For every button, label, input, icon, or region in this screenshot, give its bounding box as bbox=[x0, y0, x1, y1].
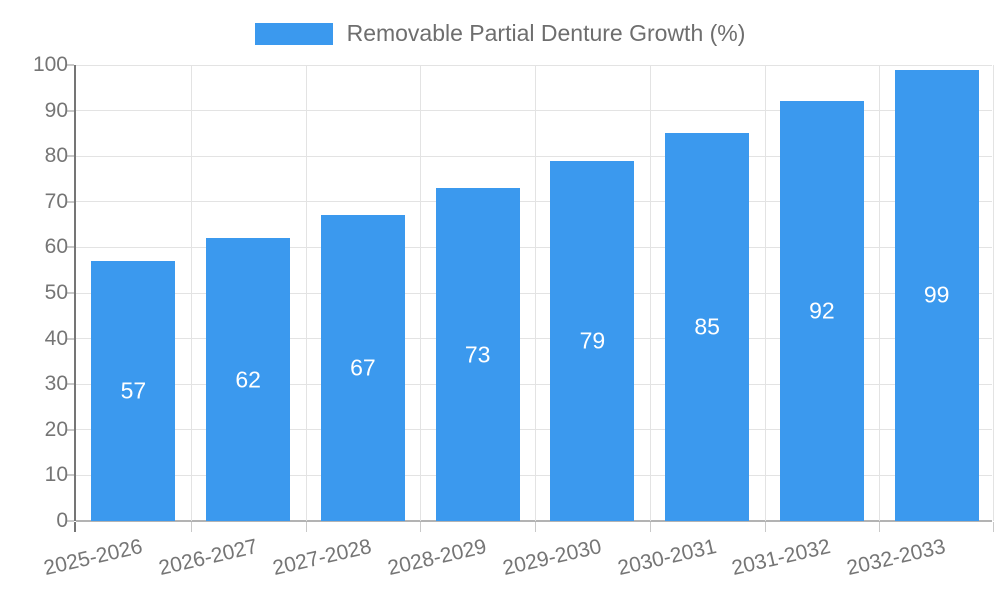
y-axis-tick bbox=[66, 474, 74, 477]
y-tick-label: 70 bbox=[44, 189, 68, 213]
bar: 92 bbox=[779, 101, 864, 521]
legend-swatch bbox=[254, 22, 333, 45]
h-gridline bbox=[76, 110, 992, 112]
bar: 85 bbox=[665, 133, 750, 521]
h-gridline bbox=[76, 246, 992, 248]
bar: 57 bbox=[91, 261, 176, 521]
y-tick-label: 60 bbox=[44, 235, 68, 259]
v-gridline bbox=[420, 65, 422, 521]
x-tick-label: 2026-2027 bbox=[156, 535, 260, 581]
y-axis-extension-tick bbox=[74, 522, 76, 532]
bar: 99 bbox=[894, 69, 979, 521]
h-gridline bbox=[76, 474, 992, 476]
bar: 62 bbox=[206, 238, 291, 521]
h-gridline bbox=[76, 383, 992, 385]
y-axis-tick bbox=[66, 109, 74, 112]
v-gridline bbox=[649, 65, 651, 521]
y-axis-tick bbox=[66, 383, 74, 386]
bar-value-label: 85 bbox=[694, 313, 720, 340]
x-tick-label: 2027-2028 bbox=[271, 535, 375, 581]
x-tick-label: 2031-2032 bbox=[730, 535, 834, 581]
y-tick-label: 30 bbox=[44, 372, 68, 396]
bar-value-label: 57 bbox=[120, 377, 147, 404]
y-tick-label: 90 bbox=[44, 98, 68, 122]
v-gridline bbox=[190, 65, 192, 521]
x-axis-tick bbox=[535, 522, 536, 532]
chart-legend: Removable Partial Denture Growth (%) bbox=[0, 20, 1000, 47]
y-axis-tick bbox=[66, 155, 74, 158]
h-gridline bbox=[76, 429, 992, 431]
x-axis-tick bbox=[420, 522, 422, 532]
plot-area: 57 62 67 73 79 85 92 99 bbox=[66, 64, 994, 532]
x-axis-tick bbox=[305, 522, 307, 532]
h-gridline bbox=[76, 155, 992, 157]
y-tick-label: 100 bbox=[32, 53, 68, 76]
x-axis-tick bbox=[993, 522, 994, 532]
h-gridline bbox=[76, 64, 992, 66]
x-tick-label: 2025-2026 bbox=[41, 535, 145, 581]
y-tick-label: 0 bbox=[56, 509, 68, 532]
x-tick-label: 2028-2029 bbox=[385, 535, 489, 581]
y-axis-tick bbox=[66, 200, 74, 203]
y-tick-label: 50 bbox=[44, 281, 68, 304]
bar-value-label: 73 bbox=[464, 341, 491, 368]
x-axis-tick bbox=[649, 522, 651, 532]
v-gridline bbox=[993, 65, 994, 521]
y-tick-label: 80 bbox=[44, 144, 68, 168]
y-axis-tick bbox=[66, 292, 74, 294]
x-axis-baseline bbox=[76, 520, 992, 522]
bar: 73 bbox=[435, 188, 520, 521]
h-gridline bbox=[76, 338, 992, 340]
v-gridline bbox=[305, 65, 307, 521]
v-gridline bbox=[764, 65, 766, 521]
bar-value-label: 99 bbox=[923, 281, 950, 308]
x-axis-tick bbox=[190, 522, 192, 532]
x-axis-tick bbox=[764, 522, 766, 532]
x-tick-label: 2029-2030 bbox=[500, 535, 604, 581]
y-axis-tick bbox=[66, 428, 74, 431]
bar: 67 bbox=[320, 215, 405, 521]
bar: 79 bbox=[550, 160, 635, 521]
y-axis-tick bbox=[66, 520, 74, 522]
x-tick-label: 2030-2031 bbox=[615, 535, 719, 581]
bar-value-label: 92 bbox=[809, 297, 835, 324]
h-gridline bbox=[76, 201, 992, 203]
x-tick-label: 2032-2033 bbox=[844, 535, 948, 581]
v-gridline bbox=[535, 65, 536, 521]
y-tick-label: 40 bbox=[44, 326, 68, 350]
y-tick-label: 10 bbox=[44, 463, 68, 487]
bar-value-label: 79 bbox=[579, 327, 606, 354]
bar-value-label: 67 bbox=[350, 354, 376, 381]
y-axis-tick bbox=[66, 337, 74, 340]
legend-label: Removable Partial Denture Growth (%) bbox=[346, 20, 746, 46]
y-axis-tick bbox=[66, 64, 74, 66]
v-gridline bbox=[879, 65, 881, 521]
y-axis-tick bbox=[66, 246, 74, 249]
bar-value-label: 62 bbox=[235, 366, 261, 393]
y-tick-label: 20 bbox=[44, 417, 68, 441]
x-axis-tick bbox=[879, 522, 881, 532]
h-gridline bbox=[76, 292, 992, 294]
